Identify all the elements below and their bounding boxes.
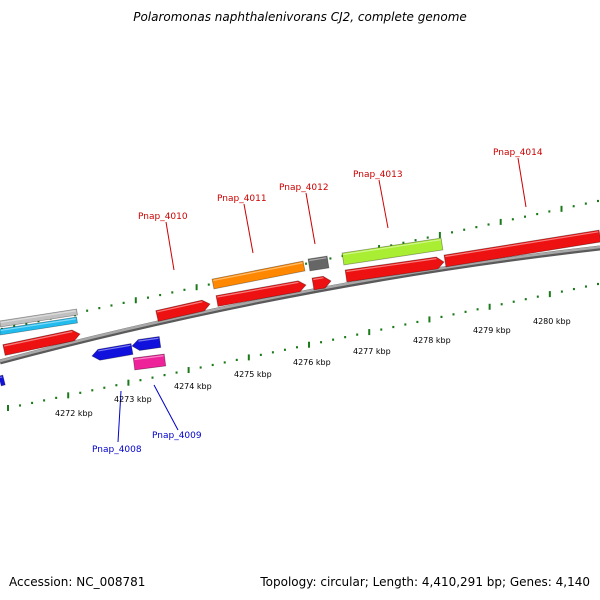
red-gene-left[interactable]	[2, 329, 81, 356]
pnap-4009-pink-feature[interactable]	[132, 353, 167, 371]
scale-label: 4274 kbp	[174, 382, 212, 391]
leader-line	[117, 390, 122, 443]
leader-line	[165, 221, 175, 271]
leader-line	[517, 157, 527, 208]
gene-label-pnap-4009[interactable]: Pnap_4009	[152, 431, 202, 441]
pnap-4008-gene[interactable]	[91, 343, 134, 361]
leader-line	[153, 384, 179, 431]
pnap-4011-gene[interactable]	[215, 280, 307, 307]
cyan-feature[interactable]	[0, 316, 78, 336]
gene-label-pnap-4008[interactable]: Pnap_4008	[92, 445, 142, 455]
backbone	[0, 245, 600, 365]
pnap-4012-gene[interactable]	[311, 275, 332, 291]
scale-label: 4278 kbp	[413, 336, 451, 345]
label-leader-lines	[117, 157, 527, 443]
bottom-tick-track	[7, 282, 599, 411]
pnap-4013-green-feature[interactable]	[341, 237, 444, 266]
gene-label-pnap-4012[interactable]: Pnap_4012	[279, 183, 329, 193]
scale-label: 4280 kbp	[533, 317, 571, 326]
scale-labels: 4272 kbp 4273 kbp 4274 kbp 4275 kbp 4276 kbp…	[55, 317, 571, 418]
pnap-4013-gene[interactable]	[344, 256, 445, 283]
gene-label-pnap-4014[interactable]: Pnap_4014	[493, 148, 543, 158]
scale-label: 4279 kbp	[473, 326, 511, 335]
feature-track	[0, 229, 600, 387]
leader-line	[305, 192, 316, 245]
leader-line	[378, 179, 389, 229]
gray-feature[interactable]	[0, 308, 78, 328]
gene-label-pnap-4013[interactable]: Pnap_4013	[353, 170, 403, 180]
leader-line	[243, 203, 254, 254]
genome-summary-text: Topology: circular; Length: 4,410,291 bp…	[260, 575, 590, 589]
blue-gene-edge[interactable]	[0, 374, 6, 387]
pnap-4014-gene[interactable]	[443, 229, 600, 268]
page-title: Polaromonas naphthalenivorans CJ2, compl…	[133, 10, 467, 24]
accession-text: Accession: NC_008781	[9, 575, 146, 589]
pnap-4012-dark-feature[interactable]	[307, 255, 330, 272]
scale-label: 4275 kbp	[234, 370, 272, 379]
gene-labels: Pnap_4010 Pnap_4011 Pnap_4012 Pnap_4013 Pnap…	[92, 148, 543, 455]
scale-label: 4277 kbp	[353, 347, 391, 356]
scale-label: 4272 kbp	[55, 409, 93, 418]
scale-label: 4276 kbp	[293, 358, 331, 367]
pnap-4011-orange-feature[interactable]	[211, 260, 306, 290]
pnap-4010-gene[interactable]	[155, 299, 211, 322]
gene-label-pnap-4010[interactable]: Pnap_4010	[138, 212, 188, 222]
scale-label: 4273 kbp	[114, 395, 152, 404]
pnap-4009-gene[interactable]	[131, 336, 162, 351]
gene-label-pnap-4011[interactable]: Pnap_4011	[217, 194, 267, 204]
